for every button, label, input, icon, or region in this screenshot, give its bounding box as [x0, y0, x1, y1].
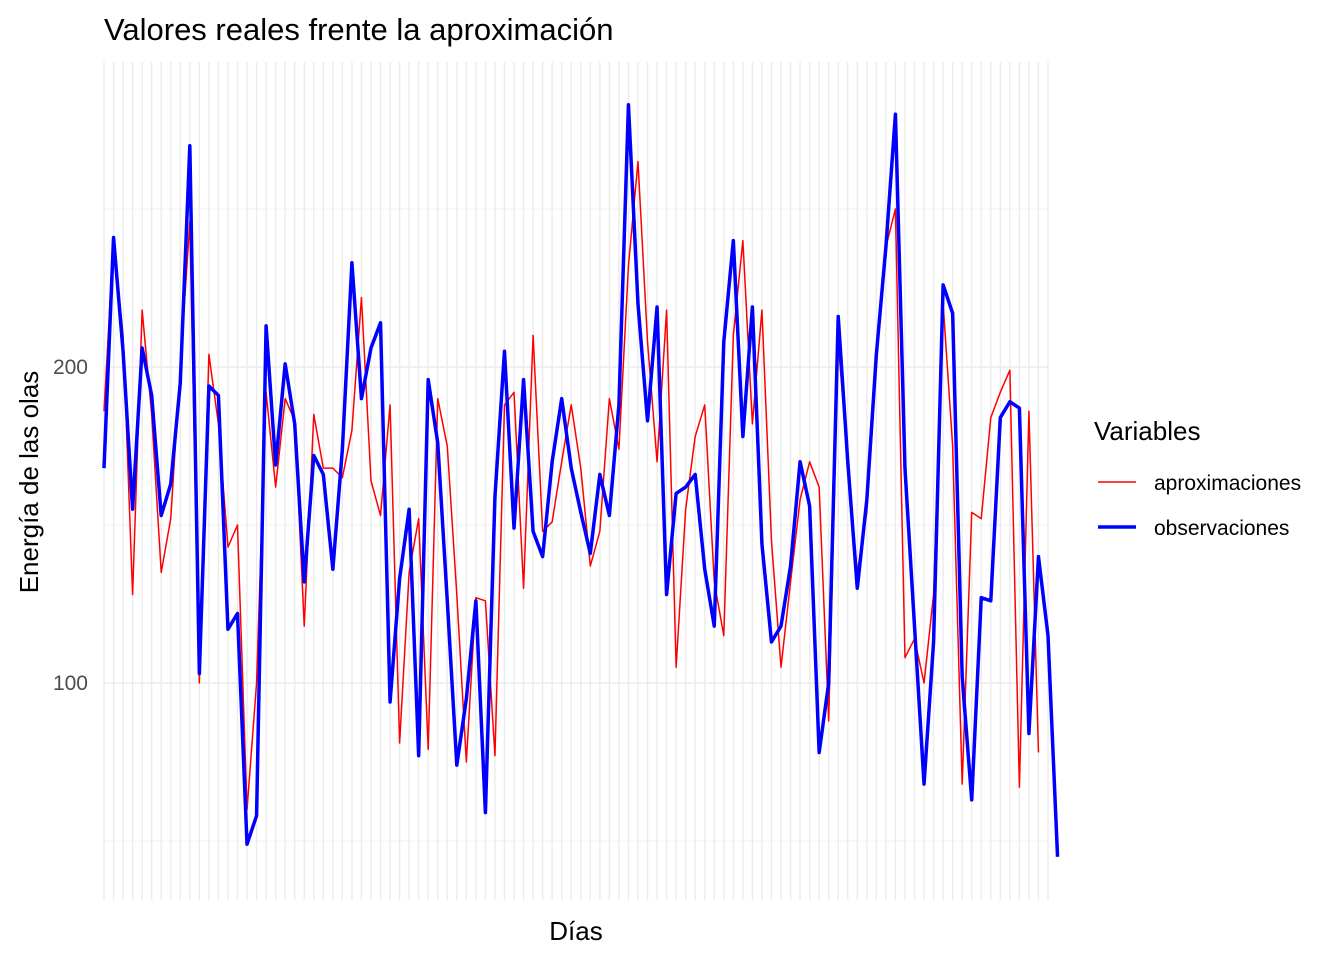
y-tick-label: 200	[53, 356, 88, 379]
x-axis-title: Días	[549, 916, 602, 946]
y-axis-ticks: 100 200	[53, 356, 88, 695]
legend-label-aproximaciones: aproximaciones	[1154, 472, 1301, 495]
legend: Variables aproximaciones observaciones	[1094, 416, 1301, 540]
chart-title: Valores reales frente la aproximación	[104, 12, 613, 47]
legend-title: Variables	[1094, 416, 1200, 446]
y-axis-title: Energía de las olas	[14, 371, 44, 594]
y-tick-label: 100	[53, 672, 88, 695]
series-layer	[102, 102, 1060, 857]
series-line-observaciones	[102, 102, 1060, 857]
legend-label-observaciones: observaciones	[1154, 517, 1289, 540]
